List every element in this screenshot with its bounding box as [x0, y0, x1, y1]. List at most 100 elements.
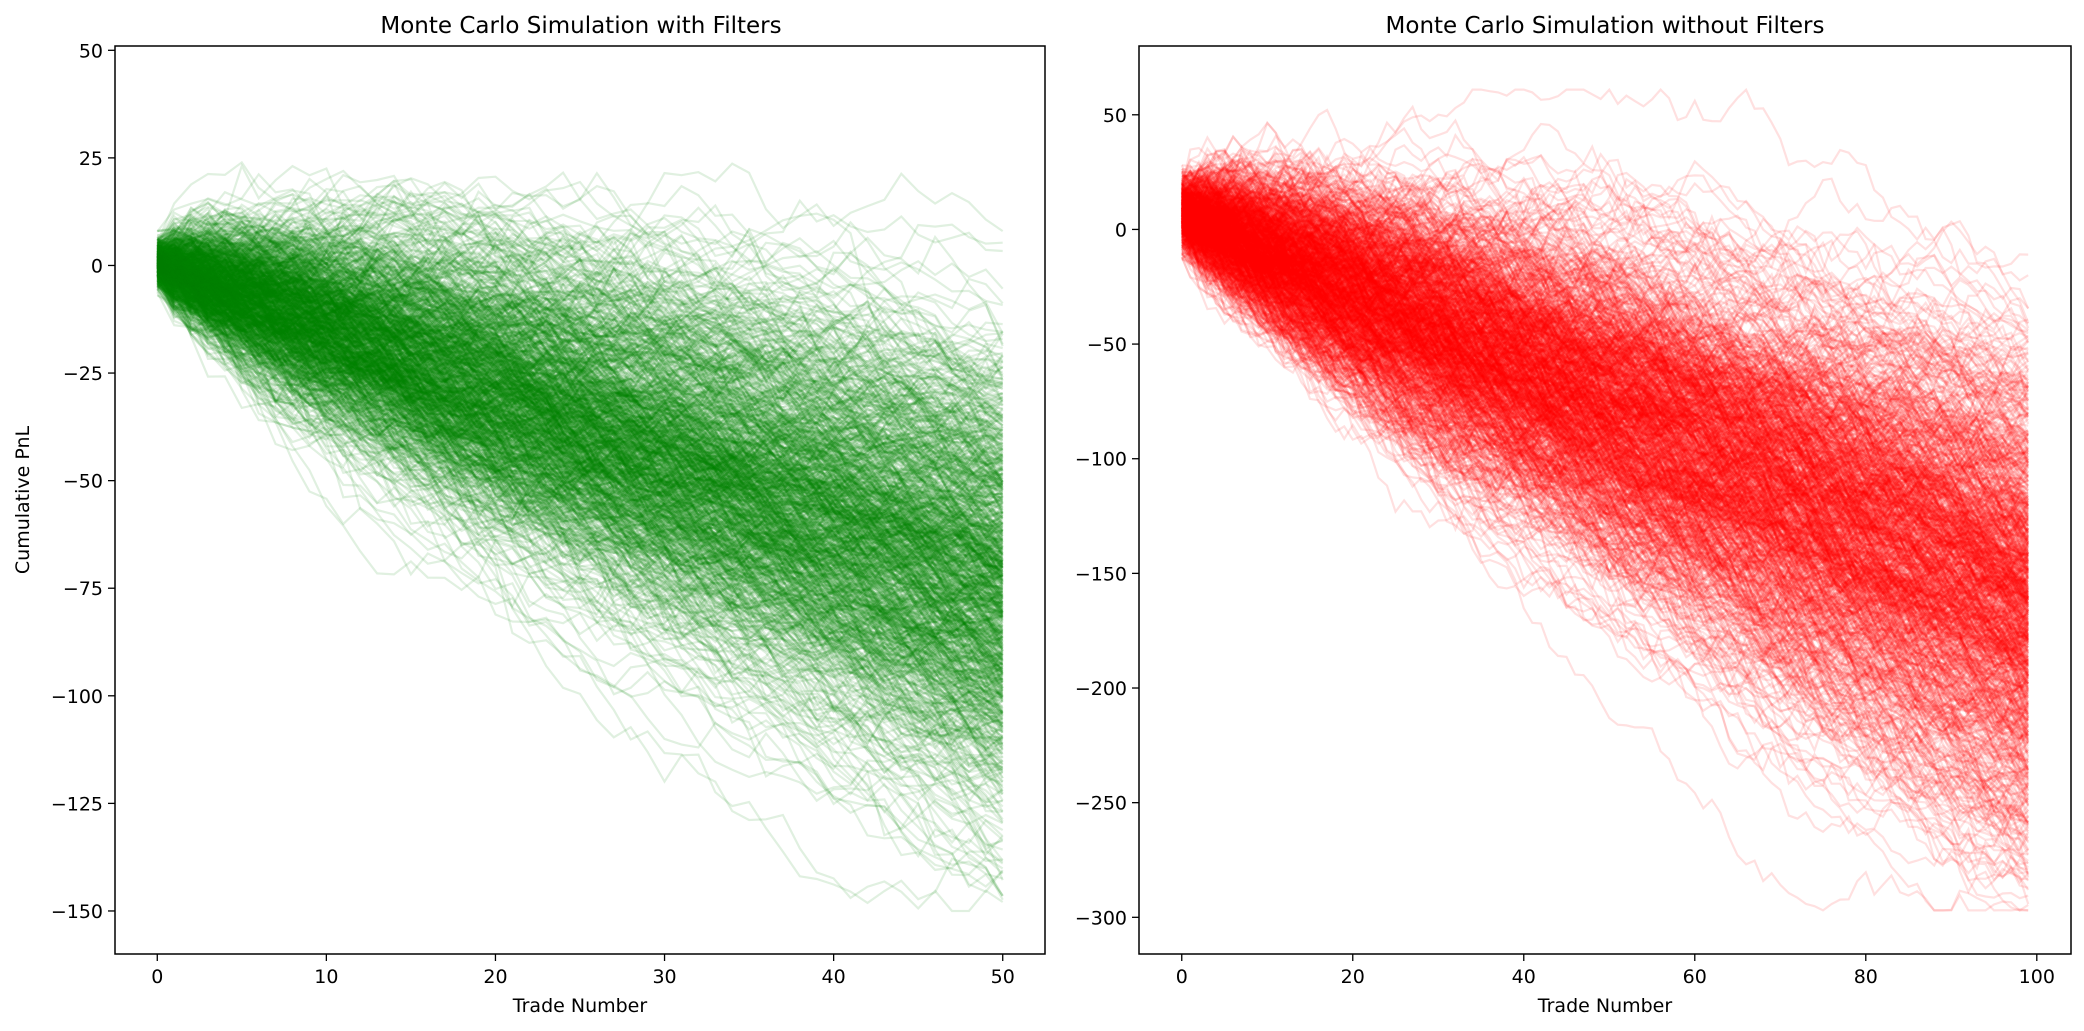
simulation-path [156, 236, 1004, 569]
simulation-path [156, 238, 1004, 583]
simulation-path [156, 234, 1004, 676]
simulation-path [156, 275, 1004, 686]
simulation-path [156, 246, 1004, 549]
simulation-path [156, 234, 1004, 466]
simulation-path [157, 238, 1004, 637]
simulation-path [156, 272, 1004, 663]
simulation-path [156, 234, 1004, 574]
simulation-path [156, 264, 1004, 788]
simulation-path [156, 225, 1003, 634]
simulation-path [157, 241, 1003, 660]
simulation-path [157, 247, 1003, 564]
simulation-path [156, 224, 1004, 505]
simulation-path [156, 264, 1003, 670]
simulation-path [157, 192, 1004, 470]
simulation-path [156, 265, 1004, 662]
simulation-path [156, 269, 1004, 652]
simulation-path [157, 270, 1004, 518]
simulation-path [156, 264, 1004, 752]
simulation-path [156, 227, 1003, 480]
simulation-path [156, 228, 1003, 445]
simulation-path [157, 277, 1003, 701]
simulation-path [156, 256, 1004, 813]
simulation-path [157, 263, 1003, 642]
simulation-path [157, 263, 1003, 602]
simulation-path [156, 283, 1004, 804]
simulation-path [156, 243, 1004, 609]
simulation-path [156, 243, 1004, 714]
simulation-path [156, 230, 1003, 333]
simulation-path [156, 249, 1003, 642]
y-tick-label: −100 [51, 686, 103, 708]
simulation-path [156, 162, 1004, 376]
simulation-path [156, 258, 1004, 678]
simulation-path [156, 258, 1004, 779]
simulation-path [157, 264, 1004, 630]
simulation-path [156, 233, 1004, 560]
simulation-path [157, 249, 1004, 752]
simulation-path [156, 251, 1004, 424]
simulation-path [156, 240, 1004, 512]
simulation-path [156, 255, 1003, 534]
simulation-path [157, 271, 1004, 609]
simulation-path [156, 262, 1004, 714]
simulation-path [156, 254, 1003, 463]
simulation-path [156, 262, 1004, 642]
simulation-path [156, 226, 1003, 373]
simulation-path [156, 245, 1003, 429]
simulation-path [157, 241, 1004, 668]
simulation-path [156, 262, 1004, 606]
y-tick-label: 25 [79, 148, 103, 170]
simulation-path [156, 255, 1004, 767]
simulation-path [156, 263, 1004, 554]
simulation-path [156, 248, 1004, 684]
chart-title: Monte Carlo Simulation with Filters [380, 13, 781, 39]
simulation-path [156, 247, 1004, 825]
simulation-path [156, 250, 1004, 566]
simulation-path [157, 229, 1004, 462]
simulation-path [156, 276, 1003, 720]
simulation-path [156, 246, 1004, 603]
simulation-path [156, 250, 1004, 699]
simulation-path [157, 196, 1004, 544]
simulation-path [156, 252, 1004, 436]
simulation-path [157, 265, 1003, 508]
simulation-path [156, 266, 1004, 667]
simulation-path [157, 259, 1004, 655]
simulation-path [157, 212, 1004, 395]
simulation-path [157, 273, 1003, 637]
simulation-path [156, 271, 1004, 572]
simulation-path [156, 265, 1004, 794]
y-tick-label: −75 [63, 578, 103, 600]
simulation-path [156, 261, 1004, 766]
simulation-path [156, 232, 1004, 548]
simulation-path [156, 194, 1004, 416]
x-tick-label: 0 [1176, 966, 1188, 988]
simulation-path [156, 284, 1004, 876]
simulation-path [156, 195, 1004, 428]
simulation-path [156, 270, 1004, 602]
simulation-path [156, 251, 1003, 524]
simulation-path [156, 220, 1004, 526]
simulation-path [156, 267, 1004, 618]
simulation-path [156, 212, 1004, 315]
simulation-path [157, 251, 1004, 600]
simulation-path [156, 250, 1003, 664]
simulation-path [157, 254, 1004, 556]
simulation-path [157, 244, 1004, 681]
simulation-path [156, 282, 1003, 633]
y-tick-label: −50 [1087, 334, 1127, 356]
simulation-path [157, 283, 1004, 688]
simulation-path [156, 252, 1004, 863]
y-tick-label: −150 [1075, 563, 1127, 585]
simulation-path [157, 263, 1004, 576]
x-tick-label: 50 [991, 966, 1015, 988]
simulation-path [156, 260, 1004, 583]
simulation-path [156, 234, 1004, 345]
simulation-path [156, 256, 1004, 649]
simulation-path [156, 250, 1003, 534]
simulation-path [156, 266, 1004, 702]
simulation-path [156, 282, 1004, 611]
simulation-path [156, 255, 1004, 729]
simulation-path [156, 238, 1004, 561]
